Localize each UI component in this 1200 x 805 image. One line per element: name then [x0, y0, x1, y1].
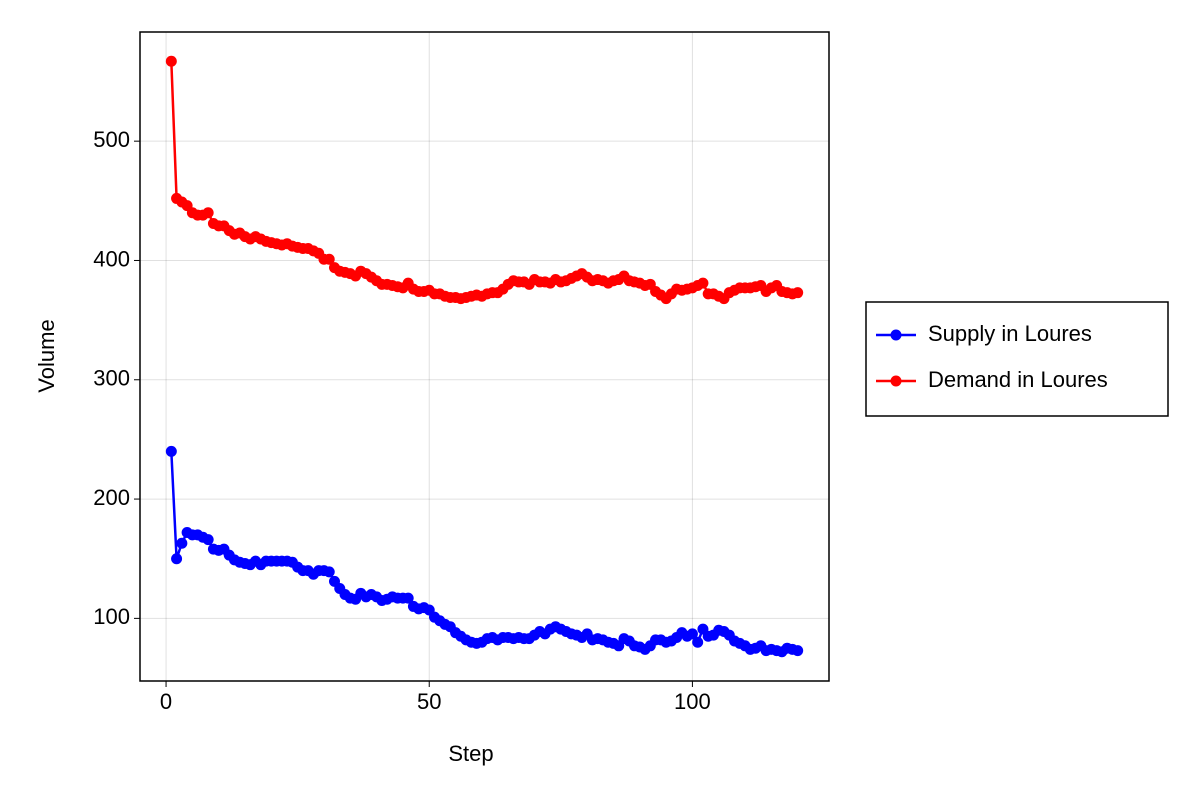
- legend-marker: [890, 329, 902, 341]
- data-point: [792, 645, 804, 657]
- data-point: [176, 537, 188, 549]
- data-point: [165, 55, 177, 67]
- x-axis-label: Step: [448, 741, 493, 766]
- data-point: [686, 628, 698, 640]
- data-point: [697, 277, 709, 289]
- data-point: [165, 445, 177, 457]
- legend-label: Supply in Loures: [928, 321, 1092, 346]
- x-tick-label: 0: [160, 689, 172, 714]
- series-line: [170, 61, 798, 301]
- series-line: [170, 451, 798, 654]
- y-tick-label: 200: [93, 485, 130, 510]
- y-tick-label: 500: [93, 127, 130, 152]
- data-point: [202, 207, 214, 219]
- data-point: [792, 287, 804, 299]
- data-point: [202, 534, 214, 546]
- data-point: [323, 253, 335, 265]
- data-point: [323, 566, 335, 578]
- y-axis-label: Volume: [34, 319, 59, 392]
- plot-frame: [139, 31, 830, 682]
- y-tick-label: 300: [93, 366, 130, 391]
- x-tick-label: 50: [417, 689, 441, 714]
- data-point: [402, 592, 414, 604]
- legend-frame: [865, 301, 1169, 417]
- x-tick-label: 100: [674, 689, 711, 714]
- legend-label: Demand in Loures: [928, 367, 1108, 392]
- data-point: [692, 636, 704, 648]
- y-tick-label: 400: [93, 246, 130, 271]
- data-point: [171, 553, 183, 565]
- legend-marker: [890, 375, 902, 387]
- y-tick-label: 100: [93, 604, 130, 629]
